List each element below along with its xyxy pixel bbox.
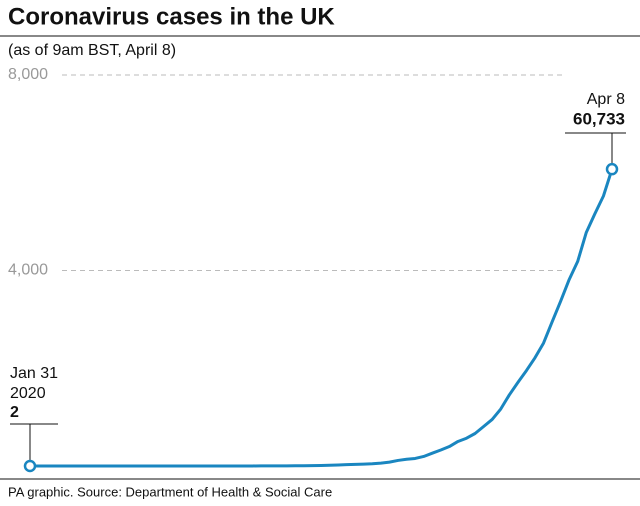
point <box>23 459 37 473</box>
year-label: 2020 <box>10 385 46 402</box>
x-label: Apr 8 <box>587 91 625 108</box>
chart-subtitle: (as of 9am BST, April 8) <box>8 42 176 59</box>
value-label: 60,733 <box>573 109 625 128</box>
y-tick-label: 8,000 <box>8 66 48 83</box>
x-label: Jan 31 <box>10 365 58 382</box>
y-tick-label: 4,000 <box>8 262 48 279</box>
data-line <box>30 168 614 468</box>
value-label: 2 <box>10 404 19 421</box>
chart-title: Coronavirus cases in the UK <box>8 3 335 30</box>
source: PA graphic. Source: Department of Health… <box>8 484 332 499</box>
point <box>605 162 619 176</box>
